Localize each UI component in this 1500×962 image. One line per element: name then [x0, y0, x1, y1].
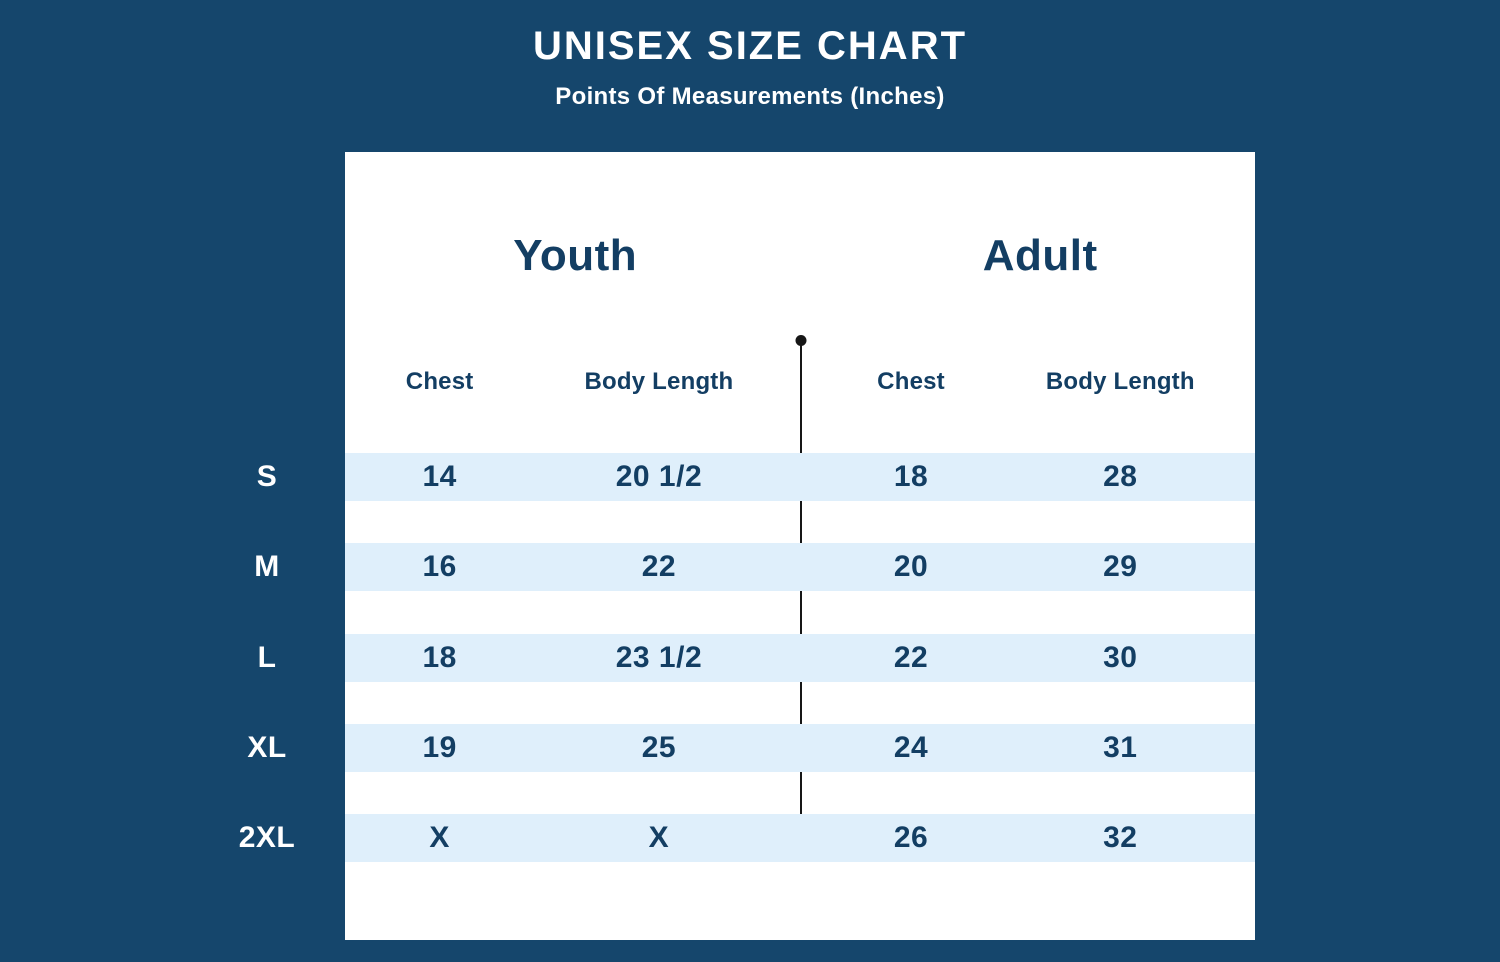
table-row: 18 23 1/2 22 30	[345, 634, 1255, 682]
group-header-youth: Youth	[513, 231, 638, 280]
cell-xl-adult-chest: 24	[893, 731, 929, 764]
size-label-m: M	[254, 550, 280, 583]
cell-xl-youth-chest: 19	[422, 731, 457, 764]
cell-m-youth-chest: 16	[422, 550, 457, 583]
cell-xl-adult-body-length: 31	[1103, 731, 1138, 764]
table-row: 19 25 24 31	[345, 724, 1255, 772]
size-label-s: S	[256, 460, 278, 493]
cell-s-adult-chest: 18	[893, 460, 929, 493]
page-subtitle: Points Of Measurements (Inches)	[555, 83, 945, 110]
cell-m-adult-body-length: 29	[1103, 550, 1138, 583]
cell-s-youth-body-length: 20 1/2	[615, 460, 703, 493]
cell-l-adult-body-length: 30	[1103, 641, 1138, 674]
page-title: UNISEX SIZE CHART	[532, 24, 968, 68]
column-header-youth-body-length: Body Length	[584, 368, 734, 395]
cell-xl-youth-body-length: 25	[641, 731, 677, 764]
divider-line	[795, 335, 807, 862]
column-header-adult-chest: Chest	[877, 368, 945, 395]
cell-s-adult-body-length: 28	[1103, 460, 1138, 493]
cell-s-youth-chest: 14	[422, 460, 457, 493]
column-header-row: Chest Body Length Chest Body Length	[345, 358, 1255, 406]
cell-m-adult-chest: 20	[893, 550, 929, 583]
column-header-youth-chest: Chest	[405, 368, 474, 395]
table-row: 16 22 20 29	[345, 543, 1255, 591]
cell-l-youth-chest: 18	[422, 641, 457, 674]
cell-2xl-adult-chest: 26	[893, 821, 929, 854]
size-label-l: L	[257, 641, 277, 674]
cell-2xl-youth-chest: X	[429, 821, 450, 854]
group-header-adult: Adult	[982, 231, 1098, 280]
cell-m-youth-body-length: 22	[641, 550, 677, 583]
table-row: 14 20 1/2 18 28	[345, 453, 1255, 501]
cell-2xl-youth-body-length: X	[648, 821, 670, 854]
size-label-xl: XL	[247, 731, 287, 764]
size-label-2xl: 2XL	[238, 821, 296, 854]
size-table-card: Youth Adult Chest Body Length Chest Body…	[345, 152, 1255, 940]
divider-dot-icon	[795, 335, 807, 346]
table-row: X X 26 32	[345, 814, 1255, 862]
cell-2xl-adult-body-length: 32	[1103, 821, 1138, 854]
cell-l-adult-chest: 22	[893, 641, 929, 674]
cell-l-youth-body-length: 23 1/2	[615, 641, 703, 674]
column-header-adult-body-length: Body Length	[1045, 368, 1195, 395]
